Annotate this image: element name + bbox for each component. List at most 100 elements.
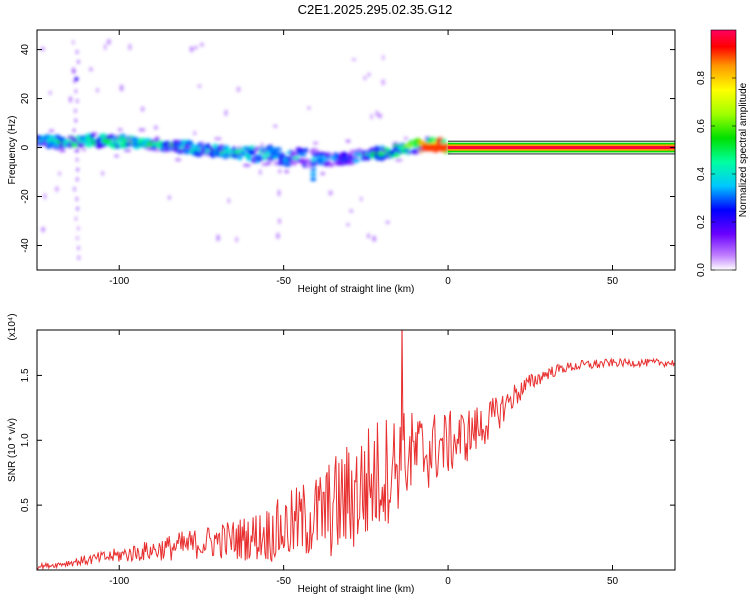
heatmap-cell [310, 177, 317, 182]
heatmap-cell [75, 50, 79, 55]
heatmap-cell [310, 162, 317, 167]
heatmap-cell [237, 155, 243, 161]
heatmap-blobs [37, 38, 453, 260]
heatmap-frame [36, 29, 676, 271]
heatmap-cell [72, 69, 76, 74]
y-tick-label: 20 [20, 93, 31, 105]
heatmap-cell [255, 157, 265, 162]
heatmap-y-axis-label: Frequency (Hz) [7, 116, 18, 185]
heatmap-cell [74, 76, 79, 81]
heatmap-cell [337, 161, 347, 166]
heatmap-cell [77, 245, 80, 250]
y-tick-label: 1.5 [20, 368, 31, 382]
colorbar-tick-label: 0.0 [696, 263, 707, 277]
heatmap-cell [76, 167, 79, 172]
heatmap-cell [374, 145, 380, 151]
heatmap-cell [372, 235, 377, 242]
x-tick-label: -50 [276, 276, 291, 287]
snr-x-ticks: -100 -50 0 50 [109, 330, 619, 587]
heatmap-cell [273, 147, 282, 152]
heatmap-cell [293, 155, 300, 160]
heatmap-cell [312, 141, 319, 145]
x-tick-label: 50 [607, 276, 619, 287]
heatmap-cell [91, 132, 99, 136]
heatmap-cell [77, 255, 81, 260]
heatmap-cell [119, 84, 124, 92]
heatmap-cell [370, 113, 373, 120]
page-title: C2E1.2025.295.02.35.G12 [297, 2, 453, 17]
heatmap-cell [278, 169, 282, 174]
heatmap-cell [194, 45, 198, 50]
heatmap-cell [253, 154, 263, 159]
heatmap-cell [328, 162, 335, 167]
snr-x-axis-label: Height of straight line (km) [298, 584, 415, 595]
colorbar-frame [710, 29, 737, 271]
heatmap-cell [41, 142, 47, 146]
heatmap-cell [72, 128, 76, 133]
heatmap-cell [378, 113, 383, 119]
heatmap-cell [197, 84, 202, 88]
heatmap-cell [71, 40, 75, 45]
heatmap-cell [128, 43, 132, 51]
heatmap-cell [380, 79, 386, 86]
heatmap-cell [303, 147, 309, 153]
heatmap-cell [414, 151, 420, 155]
heatmap-cell [448, 146, 675, 150]
colorbar-tick-label: 0.2 [696, 215, 707, 229]
heatmap-cell [389, 150, 395, 156]
heatmap-cell [260, 142, 264, 150]
heatmap-cell [214, 137, 222, 141]
heatmap-cell [199, 42, 204, 47]
heatmap-cell [275, 232, 280, 240]
heatmap-cell [290, 150, 294, 154]
heatmap-cell [346, 222, 350, 227]
heatmap-cell [41, 226, 46, 233]
heatmap-cell [74, 89, 78, 94]
x-tick-label: 0 [445, 576, 451, 587]
heatmap-cell [351, 58, 357, 62]
colorbar: 0.0 0.2 0.4 0.6 0.8 Normalized spectral ampl… [696, 29, 749, 277]
heatmap-cell [81, 148, 87, 152]
x-tick-label: 50 [607, 576, 619, 587]
heatmap-cell [284, 169, 289, 173]
heatmap-cell [84, 142, 93, 148]
heatmap-cell [235, 236, 239, 243]
heatmap-cell [273, 124, 278, 128]
heatmap-cell [359, 196, 363, 202]
colorbar-tick-label: 0.8 [696, 71, 707, 85]
heatmap-cell [114, 154, 119, 158]
heatmap-cell [169, 142, 173, 150]
heatmap-cell [167, 195, 172, 201]
snr-y-axis-label: SNR (10 * v/v) [7, 418, 18, 482]
heatmap-cell [101, 171, 105, 176]
heatmap-cell [282, 161, 292, 168]
heatmap-cell [320, 172, 326, 176]
snr-series-line [37, 330, 675, 570]
heatmap-cell [310, 167, 317, 172]
heatmap-cell [94, 139, 104, 144]
heatmap-cell [367, 72, 371, 77]
heatmap-cell [345, 139, 351, 143]
y-tick-label: 40 [20, 44, 31, 56]
heatmap-cell [224, 109, 228, 117]
y-tick-label: 0.5 [20, 498, 31, 512]
heatmap-cell [153, 148, 160, 152]
heatmap-cell [77, 59, 80, 64]
y-tick-label: -40 [20, 238, 31, 253]
heatmap-cell [76, 148, 79, 152]
heatmap-cell [394, 158, 403, 162]
heatmap-cell [192, 130, 197, 136]
heatmap-cell [377, 155, 386, 161]
heatmap-cell [103, 43, 107, 51]
colorbar-tick-label: 0.6 [696, 119, 707, 133]
heatmap-cell [352, 155, 359, 159]
heatmap-cell [37, 135, 43, 141]
heatmap-cells [37, 38, 675, 260]
heatmap-cell [40, 46, 45, 52]
snr-y-ticks: 0.5 1.0 1.5 [20, 368, 675, 512]
heatmap-cell [59, 149, 66, 153]
heatmap-cell [227, 198, 231, 204]
heatmap-cell [58, 171, 62, 176]
heatmap-cell [175, 143, 181, 148]
colorbar-gradient [711, 30, 736, 270]
